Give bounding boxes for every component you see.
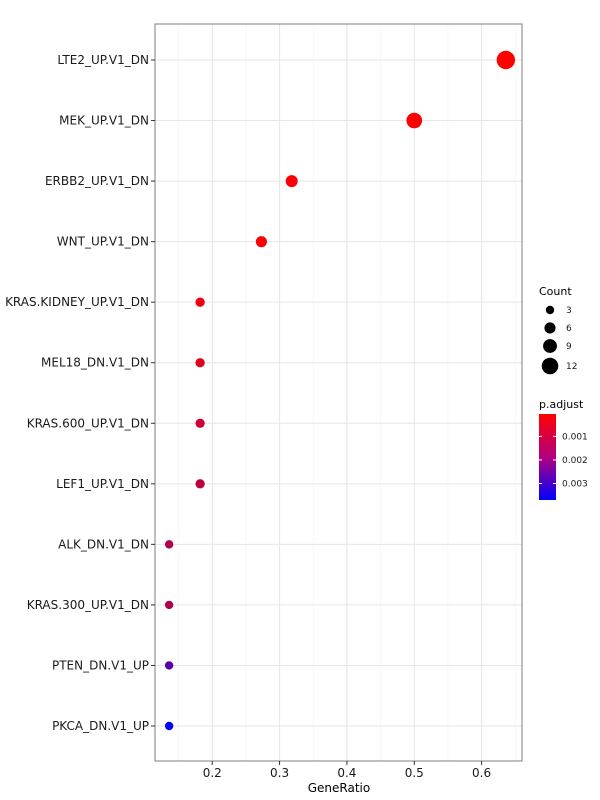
data-point [195,479,205,489]
x-tick-label: 0.5 [405,766,424,780]
data-point [164,540,174,549]
data-point [195,358,205,368]
count-legend-label: 3 [566,306,572,316]
data-point [164,721,174,731]
y-tick-label: ERBB2_UP.V1_DN [45,174,149,188]
y-tick-label: ALK_DN.V1_DN [58,537,149,551]
p-adjust-colorbar [539,414,556,500]
p-adjust-legend-title: p.adjust [539,398,584,411]
x-axis: 0.2 0.3 0.4 0.5 0.6 [203,761,491,780]
y-tick-label: MEK_UP.V1_DN [59,114,149,128]
y-tick-label: PKCA_DN.V1_UP [52,719,149,733]
colorbar-tick-label: 0.002 [562,456,588,466]
count-legend-label: 6 [566,324,572,334]
x-tick-label: 0.3 [270,766,289,780]
y-tick-label: LTE2_UP.V1_DN [57,53,149,67]
y-tick-label: PTEN_DN.V1_UP [52,658,149,672]
count-legend: Count 3 6 9 12 [539,285,577,375]
colorbar-tick-label: 0.001 [562,432,588,442]
data-point [255,236,267,248]
colorbar-tick-label: 0.003 [562,480,588,490]
data-point [195,297,205,307]
y-tick-label: KRAS.600_UP.V1_DN [27,416,149,430]
data-point [164,600,174,610]
y-tick-label: WNT_UP.V1_DN [57,235,149,249]
y-tick-label: MEL18_DN.V1_DN [41,356,149,370]
y-tick-label: KRAS.300_UP.V1_DN [27,598,149,612]
count-legend-label: 12 [566,362,577,372]
data-point [496,50,516,70]
count-legend-dot [544,322,556,334]
count-legend-dot [543,339,557,353]
x-tick-label: 0.4 [337,766,356,780]
data-points [164,50,516,731]
y-tick-label: LEF1_UP.V1_DN [56,477,149,491]
count-legend-label: 9 [566,342,572,352]
count-legend-dot [545,305,555,315]
data-point [195,418,205,428]
y-axis: LTE2_UP.V1_DN MEK_UP.V1_DN ERBB2_UP.V1_DN W… [5,53,155,733]
x-axis-title: GeneRatio [308,781,370,795]
grid-lines [155,24,522,761]
data-point [285,175,298,188]
x-tick-label: 0.6 [472,766,491,780]
plot-panel [154,23,523,762]
data-point [406,112,423,129]
y-tick-label: KRAS.KIDNEY_UP.V1_DN [5,295,149,309]
count-legend-dot [541,357,559,375]
p-adjust-legend: p.adjust 0.001 0.002 0.003 [539,398,588,500]
data-point [164,661,174,670]
x-tick-label: 0.2 [203,766,222,780]
count-legend-title: Count [539,285,572,298]
